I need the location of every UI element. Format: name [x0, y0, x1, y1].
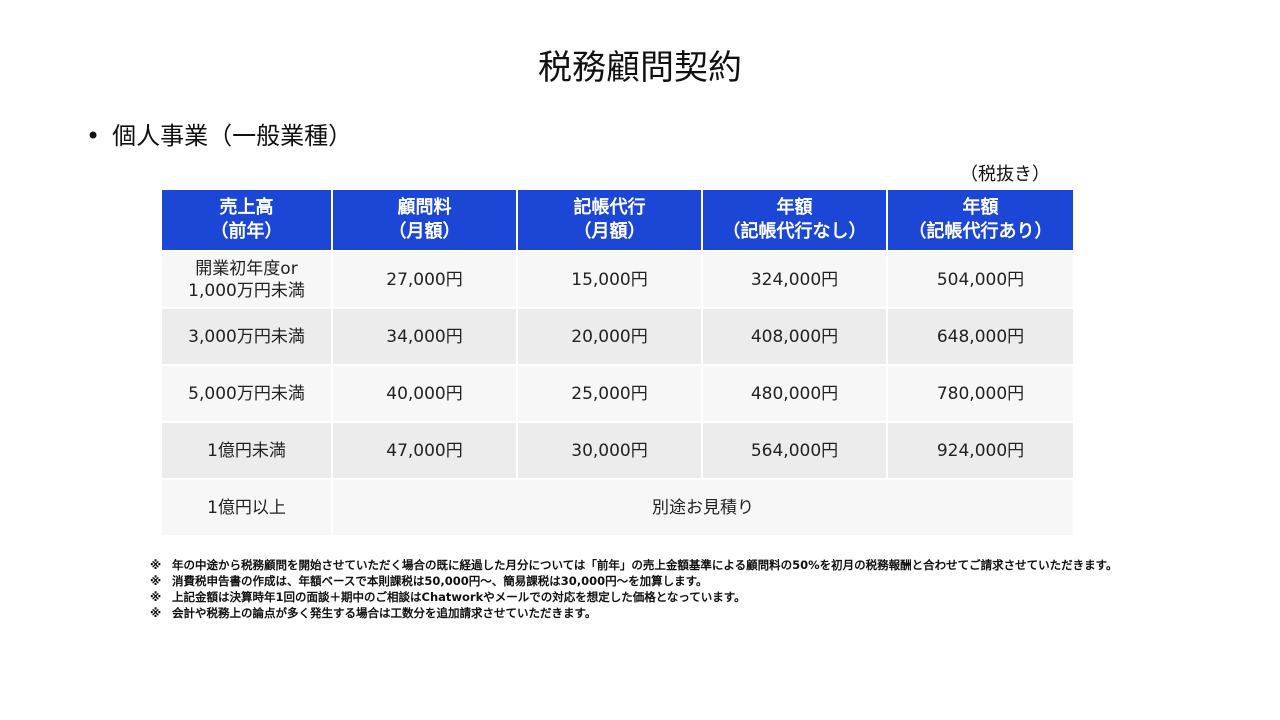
header-line: （月額）	[388, 221, 461, 242]
header-annual-with: 年額 （記帳代行あり）	[887, 190, 1073, 251]
page-title: 税務顧問契約	[538, 48, 742, 88]
table-row: 開業初年度or 1,000万円未満 27,000円 15,000円 324,00…	[162, 250, 1073, 308]
note-text: 上記金額は決算時年1回の面談＋期中のご相談はChatworkやメールでの対応を想…	[172, 590, 746, 604]
note-mark: ※	[150, 606, 162, 620]
cell-annual-with: 648,000円	[887, 307, 1073, 365]
cell-bookkeeping: 30,000円	[517, 421, 703, 479]
table-row-last: 1億円以上 別途お見積り	[162, 478, 1073, 535]
header-line: （月額）	[573, 221, 646, 242]
cell-annual-without: 480,000円	[702, 364, 888, 422]
footnote: ※ 会計や税務上の論点が多く発生する場合は工数分を追加請求させていただきます。	[150, 605, 1117, 621]
header-sales: 売上高 （前年）	[162, 190, 333, 251]
cell-annual-without: 564,000円	[702, 421, 888, 479]
cell-annual-without: 408,000円	[702, 307, 888, 365]
footnotes: ※ 年の中途から税務顧問を開始させていただく場合の既に経過した月分については「前年…	[150, 557, 1117, 621]
table-header-row: 売上高 （前年） 顧問料 （月額） 記帳代行 （月額） 年額 （記帳代行なし） …	[162, 190, 1073, 251]
tax-excluded-note: （税抜き）	[960, 164, 1050, 185]
cell-fee: 27,000円	[332, 250, 518, 308]
cell-fee: 34,000円	[332, 307, 518, 365]
cell-sales-tier: 1億円未満	[162, 421, 333, 479]
cell-sales-tier: 5,000万円未満	[162, 364, 333, 422]
table-row: 1億円未満 47,000円 30,000円 564,000円 924,000円	[162, 421, 1073, 479]
footnote: ※ 消費税申告書の作成は、年額ベースで本則課税は50,000円～、簡易課税は30,…	[150, 573, 1117, 589]
section-heading-text: 個人事業（一般業種）	[112, 122, 353, 150]
fee-table: 売上高 （前年） 顧問料 （月額） 記帳代行 （月額） 年額 （記帳代行なし） …	[162, 190, 1073, 535]
header-line: 年額	[776, 197, 813, 218]
note-text: 会計や税務上の論点が多く発生する場合は工数分を追加請求させていただきます。	[172, 606, 597, 620]
note-mark: ※	[150, 574, 162, 588]
header-line: 顧問料	[397, 197, 452, 218]
footnote: ※ 年の中途から税務顧問を開始させていただく場合の既に経過した月分については「前年…	[150, 557, 1117, 573]
cell-bookkeeping: 20,000円	[517, 307, 703, 365]
cell-sales-tier: 1億円以上	[162, 478, 333, 535]
header-line: （記帳代行なし）	[722, 221, 867, 242]
header-bookkeeping: 記帳代行 （月額）	[517, 190, 703, 251]
cell-bookkeeping: 15,000円	[517, 250, 703, 308]
cell-estimate: 別途お見積り	[332, 478, 1073, 535]
bullet-icon: •	[86, 122, 101, 150]
cell-annual-with: 504,000円	[887, 250, 1073, 308]
header-line: 記帳代行	[573, 197, 646, 218]
cell-annual-without: 324,000円	[702, 250, 888, 308]
header-line: （記帳代行あり）	[908, 221, 1053, 242]
cell-sales-tier: 3,000万円未満	[162, 307, 333, 365]
table-row: 5,000万円未満 40,000円 25,000円 480,000円 780,0…	[162, 364, 1073, 422]
note-text: 年の中途から税務顧問を開始させていただく場合の既に経過した月分については「前年」…	[172, 558, 1118, 572]
footnote: ※ 上記金額は決算時年1回の面談＋期中のご相談はChatworkやメールでの対応を…	[150, 589, 1117, 605]
cell-sales-tier: 開業初年度or 1,000万円未満	[162, 250, 333, 308]
cell-annual-with: 924,000円	[887, 421, 1073, 479]
cell-bookkeeping: 25,000円	[517, 364, 703, 422]
cell-fee: 40,000円	[332, 364, 518, 422]
cell-label-line: 開業初年度or	[195, 258, 298, 279]
header-annual-without: 年額 （記帳代行なし）	[702, 190, 888, 251]
note-mark: ※	[150, 590, 162, 604]
header-line: （前年）	[210, 221, 283, 242]
note-mark: ※	[150, 558, 162, 572]
header-line: 売上高	[219, 197, 274, 218]
cell-label-line: 1,000万円未満	[188, 280, 305, 301]
section-heading: • 個人事業（一般業種）	[86, 116, 352, 151]
cell-annual-with: 780,000円	[887, 364, 1073, 422]
table-row: 3,000万円未満 34,000円 20,000円 408,000円 648,0…	[162, 307, 1073, 365]
note-text: 消費税申告書の作成は、年額ベースで本則課税は50,000円～、簡易課税は30,0…	[172, 574, 708, 588]
header-advisory-fee: 顧問料 （月額）	[332, 190, 518, 251]
header-line: 年額	[962, 197, 999, 218]
cell-fee: 47,000円	[332, 421, 518, 479]
